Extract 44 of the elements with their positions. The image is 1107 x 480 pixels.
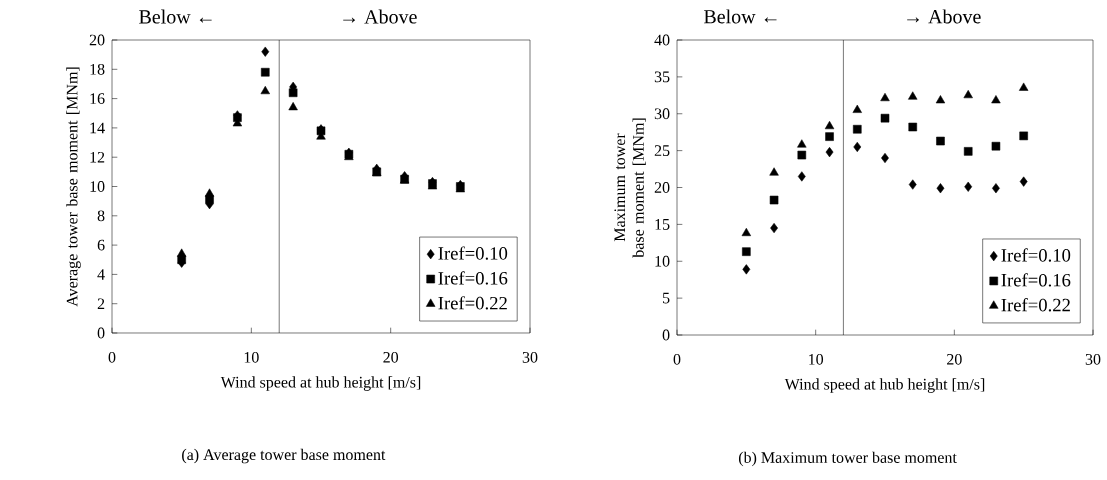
y-tick-label: 25 <box>654 145 670 156</box>
y-tick-label: 18 <box>90 63 105 75</box>
x-tick-label: 30 <box>1085 353 1101 365</box>
x-tick-label: 10 <box>809 353 824 365</box>
y-tick-label: 10 <box>655 255 670 267</box>
y-tick-label: 40 <box>654 34 670 46</box>
y-axis-title: Average tower base moment [MNm] <box>66 67 81 307</box>
y-tick-label: 6 <box>97 239 105 251</box>
y-tick-label: 2 <box>97 298 105 309</box>
x-tick-label: 20 <box>383 351 399 363</box>
y-tick-label: 4 <box>97 269 105 280</box>
y-tick-label: 5 <box>662 292 670 304</box>
y-axis-title: Maximum tower base moment [MNm] <box>614 118 646 258</box>
x-tick-label: 10 <box>244 351 259 363</box>
y-tick-label: 12 <box>90 151 105 163</box>
text: Below ← <box>139 9 212 24</box>
y-tick-label: 16 <box>90 93 105 104</box>
legend-label: Iref=0.16 <box>438 271 508 285</box>
y-tick-label: 20 <box>654 182 670 193</box>
x-axis-title: Wind speed at hub height [m/s] <box>220 376 421 391</box>
text: → Above <box>343 9 417 24</box>
x-tick-label: 0 <box>108 351 116 363</box>
text: (b) Maximum tower base moment <box>738 451 957 467</box>
y-tick-label: 8 <box>97 210 105 222</box>
x-tick-label: 0 <box>673 353 681 365</box>
legend-label: Iref=0.10 <box>438 246 508 260</box>
y-tick-label: 14 <box>90 122 105 134</box>
y-tick-label: 30 <box>654 108 670 120</box>
y-tick-label: 0 <box>662 329 670 341</box>
legend-label: Iref=0.22 <box>438 296 507 310</box>
legend-label: Iref=0.10 <box>1001 248 1071 262</box>
text: → Above <box>907 9 981 24</box>
y-tick-label: 35 <box>654 71 670 83</box>
y-tick-label: 10 <box>90 181 105 192</box>
y-tick-label: 15 <box>655 219 670 230</box>
y-tick-label: 0 <box>97 327 105 339</box>
x-tick-label: 30 <box>522 351 538 363</box>
y-tick-label: 20 <box>89 34 105 46</box>
x-axis-title: Wind speed at hub height [m/s] <box>784 378 985 393</box>
legend-label: Iref=0.16 <box>1001 273 1071 287</box>
text: Below ← <box>703 9 777 24</box>
legend-label: Iref=0.22 <box>1001 298 1070 312</box>
text: (a) Average tower base moment <box>182 448 386 464</box>
x-tick-label: 20 <box>947 353 962 365</box>
